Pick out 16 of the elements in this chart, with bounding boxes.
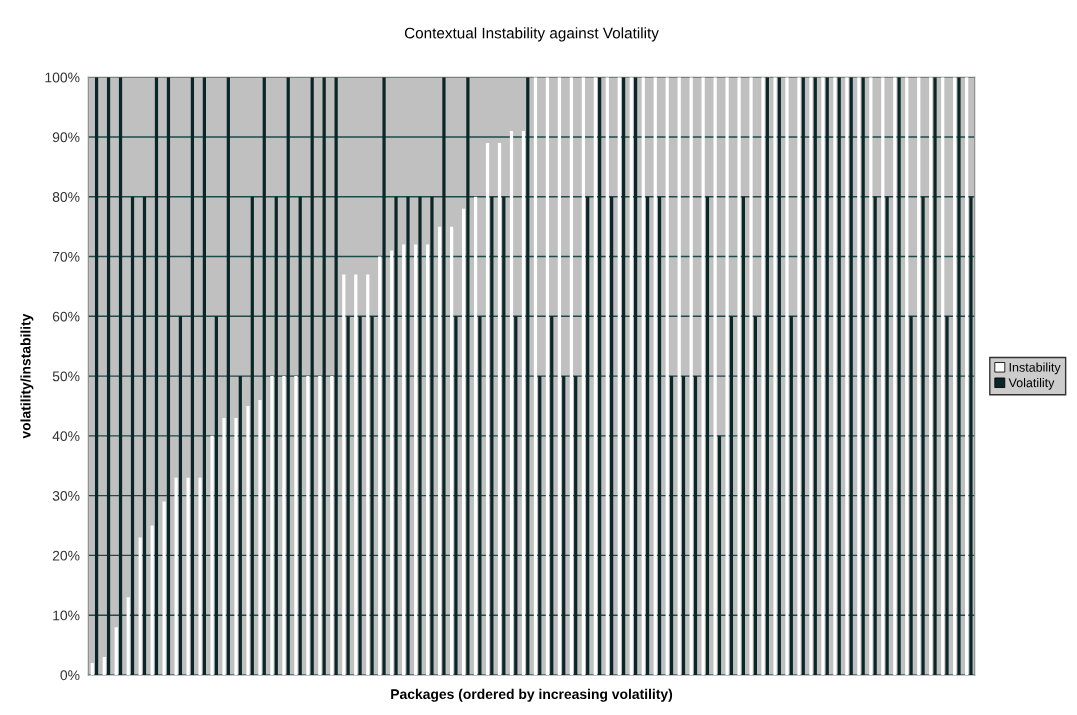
chart-title: Contextual Instability against Volatility	[404, 27, 659, 42]
x-axis-title: Packages (ordered by increasing volatility)	[391, 688, 673, 702]
y-tick-label: 40%	[52, 431, 80, 442]
y-axis-title: volatility/instability	[20, 313, 34, 439]
y-tick-label: 60%	[52, 311, 80, 322]
legend-label: Volatility	[1008, 378, 1055, 390]
y-tick-label: 70%	[52, 251, 80, 262]
y-tick-label: 90%	[52, 132, 80, 143]
y-tick-label: 30%	[52, 490, 80, 501]
legend-label: Instability	[1009, 362, 1061, 375]
y-tick-label: 80%	[52, 192, 80, 202]
y-tick-label: 0%	[60, 670, 80, 681]
y-tick-label: 20%	[52, 550, 80, 561]
y-tick-label: 10%	[53, 610, 80, 621]
y-tick-label: 100%	[45, 72, 80, 83]
y-tick-label: 50%	[52, 371, 80, 382]
